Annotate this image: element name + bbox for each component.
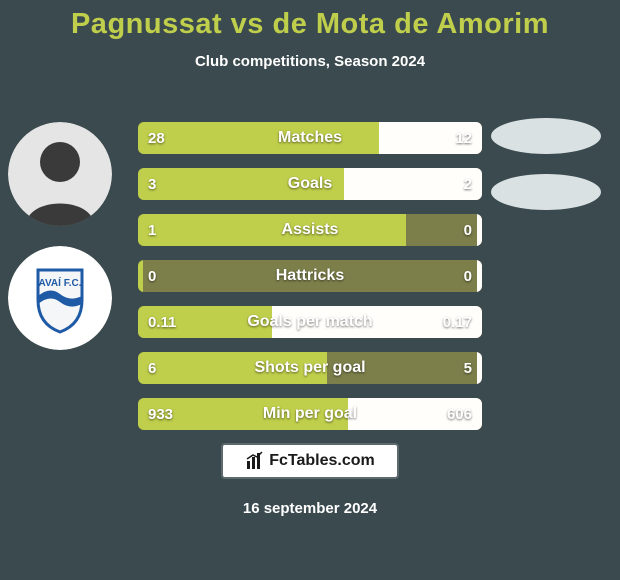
- stat-label: Goals: [138, 168, 482, 200]
- stat-label: Min per goal: [138, 398, 482, 430]
- stat-row: 0.110.17Goals per match: [138, 306, 482, 338]
- player1-team-badge: AVAÍ F.C.: [8, 246, 112, 350]
- stat-row: 10Assists: [138, 214, 482, 246]
- svg-text:AVAÍ F.C.: AVAÍ F.C.: [39, 276, 82, 289]
- stat-row: 933606Min per goal: [138, 398, 482, 430]
- stat-label: Hattricks: [138, 260, 482, 292]
- stat-row: 32Goals: [138, 168, 482, 200]
- club-shield-icon: AVAÍ F.C.: [8, 246, 112, 350]
- stat-row: 65Shots per goal: [138, 352, 482, 384]
- date-text: 16 september 2024: [0, 500, 620, 517]
- right-player-column: [490, 118, 602, 210]
- stat-label: Assists: [138, 214, 482, 246]
- subtitle: Club competitions, Season 2024: [0, 53, 620, 70]
- player1-avatar: [8, 122, 112, 226]
- brand-logo-box: FcTables.com: [221, 443, 399, 479]
- page-title: Pagnussat vs de Mota de Amorim: [0, 0, 620, 41]
- player2-team-placeholder: [491, 174, 601, 210]
- stat-label: Goals per match: [138, 306, 482, 338]
- stat-row: 00Hattricks: [138, 260, 482, 292]
- stat-label: Matches: [138, 122, 482, 154]
- player2-avatar-placeholder: [491, 118, 601, 154]
- brand-name: FcTables.com: [269, 452, 375, 470]
- stats-bars: 2812Matches 32Goals 10Assists 00Hattricks 0.…: [138, 122, 482, 430]
- comparison-infographic: Pagnussat vs de Mota de Amorim Club comp…: [0, 0, 620, 580]
- stat-row: 2812Matches: [138, 122, 482, 154]
- bar-chart-icon: [245, 451, 265, 471]
- person-silhouette-icon: [8, 122, 112, 226]
- left-player-column: AVAÍ F.C.: [8, 122, 112, 350]
- stat-label: Shots per goal: [138, 352, 482, 384]
